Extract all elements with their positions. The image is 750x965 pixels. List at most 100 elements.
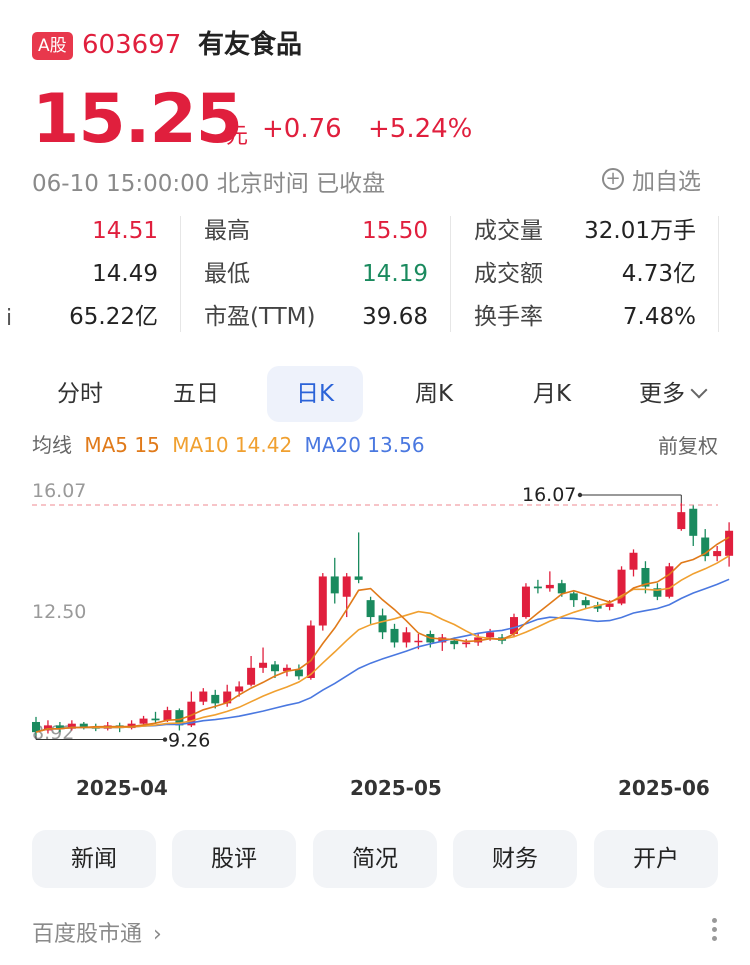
- max-price-label: 16.07: [522, 484, 576, 506]
- market-badge: A股: [32, 32, 73, 60]
- ma5-line: [35, 536, 730, 733]
- candle-body: [414, 640, 423, 643]
- candle-body: [438, 637, 447, 643]
- candle-body: [306, 625, 315, 678]
- candle-body: [390, 628, 399, 643]
- x-axis-label: 2025-05: [350, 776, 442, 800]
- candle-body: [294, 669, 303, 677]
- add-watchlist-label: 加自选: [632, 169, 701, 195]
- candle-body: [450, 640, 459, 645]
- volume-label: 成交量: [474, 218, 543, 244]
- candle-body: [175, 710, 184, 726]
- candle-body: [67, 723, 76, 729]
- candle-body: [79, 723, 88, 728]
- candle-body: [713, 551, 722, 557]
- candle-body: [617, 569, 626, 604]
- candle-body: [486, 632, 495, 638]
- ma-legend: 均线 MA5 15 MA10 14.42 MA20 13.56: [32, 430, 431, 460]
- price-unit: 元: [226, 124, 249, 149]
- tab-more-label: 更多: [639, 381, 685, 407]
- candle-body: [330, 576, 339, 594]
- add-watchlist-button[interactable]: + 加自选: [602, 162, 701, 196]
- ma-legend-title: 均线: [32, 433, 72, 457]
- candle-body: [271, 664, 279, 672]
- open-price: 14.51: [92, 218, 158, 244]
- profile-button[interactable]: 简况: [313, 830, 437, 888]
- footer-link[interactable]: 百度股市通 ›: [32, 916, 162, 948]
- stock-code: 603697: [82, 30, 182, 60]
- min-marker-dot: [162, 737, 168, 742]
- candle-body: [701, 537, 710, 557]
- candle-body: [474, 637, 483, 643]
- tab-weekly-k[interactable]: 周K: [414, 381, 454, 407]
- candle-body: [378, 615, 387, 633]
- candle-body: [247, 667, 256, 685]
- turnover-value: 7.48%: [622, 304, 696, 330]
- divider: [450, 216, 451, 332]
- candle-body: [653, 588, 662, 597]
- y-tick-label: 12.50: [32, 601, 86, 623]
- stock-name: 有友食品: [198, 30, 303, 60]
- news-button[interactable]: 新闻: [32, 830, 156, 888]
- divider: [180, 216, 181, 332]
- ma20-legend: MA20 13.56: [304, 433, 425, 457]
- more-vertical-icon[interactable]: [712, 918, 718, 945]
- adjust-mode-button[interactable]: 前复权: [658, 434, 718, 458]
- turnover-label: 换手率: [474, 304, 543, 330]
- plus-circle-icon: +: [602, 168, 624, 190]
- candle-body: [641, 567, 650, 587]
- price-change: +0.76: [262, 114, 342, 144]
- low-value: 14.19: [362, 261, 428, 287]
- candle-body: [545, 584, 554, 589]
- tab-more[interactable]: 更多: [622, 366, 722, 422]
- candle-body: [629, 552, 638, 570]
- candle-body: [689, 508, 698, 536]
- candle-body: [402, 632, 411, 643]
- volume-value: 32.01万手: [584, 218, 696, 244]
- tab-daily-k[interactable]: 日K: [267, 366, 363, 422]
- candle-body: [557, 583, 566, 594]
- ma5-legend: MA5 15: [84, 433, 160, 457]
- candle-body: [187, 701, 196, 726]
- candle-body: [235, 686, 244, 692]
- candle-body: [462, 642, 471, 645]
- candle-body: [199, 691, 208, 702]
- candle-body: [259, 662, 268, 668]
- tab-intraday[interactable]: 分时: [57, 381, 103, 407]
- candle-body: [282, 667, 291, 672]
- candle-body: [342, 576, 351, 597]
- candle-body: [223, 691, 232, 704]
- chevron-right-icon: ›: [153, 922, 162, 947]
- candle-body: [605, 603, 614, 607]
- tab-five-day[interactable]: 五日: [173, 381, 219, 407]
- price-change-percent: +5.24%: [368, 114, 473, 144]
- tab-monthly-k[interactable]: 月K: [532, 381, 572, 407]
- footer-label: 百度股市通: [32, 922, 143, 947]
- candle-body: [43, 725, 52, 731]
- candle-body: [581, 600, 590, 606]
- amount-value: 4.73亿: [621, 261, 696, 287]
- candle-body: [677, 512, 686, 530]
- market-cap: 65.22亿: [69, 304, 158, 330]
- current-price: 15.25: [32, 80, 243, 159]
- candle-body: [533, 586, 542, 589]
- comments-button[interactable]: 股评: [172, 830, 296, 888]
- candle-body: [366, 600, 375, 618]
- candle-body: [665, 566, 674, 597]
- candle-body: [521, 586, 530, 618]
- divider: [718, 216, 719, 332]
- candle-body: [139, 718, 148, 724]
- amount-label: 成交额: [474, 261, 543, 287]
- y-tick-label: 16.07: [32, 480, 86, 502]
- candle-body: [32, 721, 40, 733]
- candle-body: [725, 530, 734, 556]
- open-account-button[interactable]: 开户: [594, 830, 718, 888]
- max-marker-dot: [577, 492, 583, 498]
- ma10-legend: MA10 14.42: [172, 433, 293, 457]
- candle-body: [151, 718, 160, 721]
- pe-label: 市盈(TTM): [204, 304, 316, 330]
- candle-body: [318, 576, 327, 626]
- financials-button[interactable]: 财务: [453, 830, 577, 888]
- candle-body: [569, 593, 578, 601]
